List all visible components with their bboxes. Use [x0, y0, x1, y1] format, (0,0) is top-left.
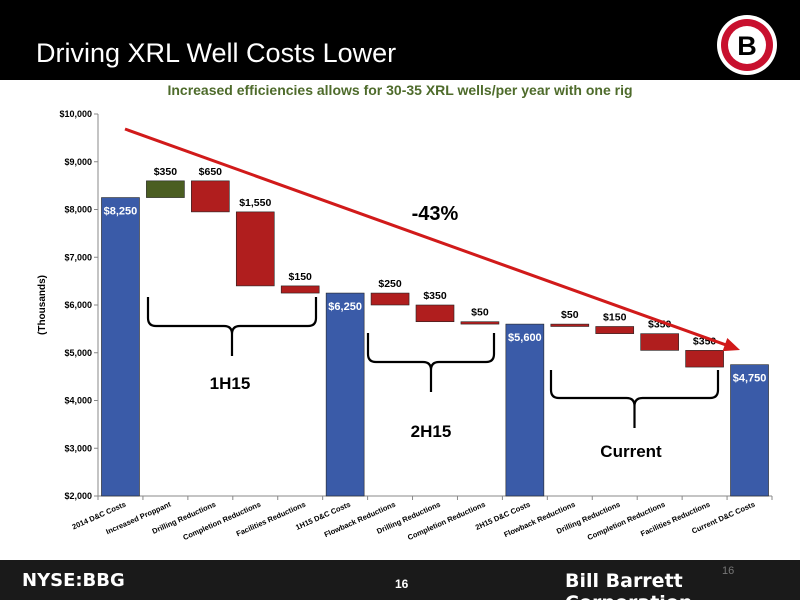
trend-arrow-head [722, 338, 740, 352]
footer-bar: NYSE:BBG 16 16 Bill Barrett Corporation [0, 560, 800, 614]
x-tick-label: Completion Reductions [586, 500, 667, 542]
y-axis-label: (Thousands) [37, 275, 48, 335]
data-label: $4,750 [733, 373, 767, 385]
x-tick-label: Completion Reductions [182, 500, 263, 542]
y-tick-label: $3,000 [64, 443, 92, 453]
group-label: 1H15 [210, 374, 251, 393]
y-tick-label: $2,000 [64, 491, 92, 501]
reduction-bar [235, 211, 275, 287]
reduction-bar [685, 350, 724, 368]
data-label: $5,600 [508, 332, 542, 344]
data-label: $6,250 [328, 301, 362, 313]
trend-label: -43% [412, 203, 459, 225]
data-label: $1,550 [239, 197, 271, 209]
reduction-bar [191, 180, 230, 213]
y-tick-label: $10,000 [59, 109, 92, 119]
company-name: Bill Barrett Corporation [565, 570, 693, 614]
group-brace [366, 333, 496, 392]
data-label: $150 [289, 271, 313, 283]
data-label: $350 [648, 319, 672, 331]
reduction-bar [280, 285, 320, 294]
page-number: 16 [395, 577, 409, 591]
total-bar [730, 364, 769, 497]
total-bar [325, 292, 365, 497]
group-brace [146, 297, 318, 356]
group-label: 2H15 [411, 422, 452, 441]
data-label: $250 [378, 278, 402, 290]
reduction-bar [550, 323, 590, 327]
data-label: $50 [471, 307, 489, 319]
increase-bar [146, 180, 185, 198]
y-tick-label: $6,000 [64, 300, 92, 310]
y-tick-label: $7,000 [64, 252, 92, 262]
x-tick-label: Completion Reductions [406, 500, 487, 542]
total-bar [101, 197, 140, 497]
y-tick-label: $4,000 [64, 396, 92, 406]
y-tick-label: $5,000 [64, 348, 92, 358]
company-logo-icon: B [717, 15, 777, 75]
total-bar [505, 323, 545, 497]
group-label: Current [600, 442, 662, 461]
waterfall-chart: $2,000 $3,000 $4,000 $5,000 $6,000 $7,000 $8,0… [37, 109, 773, 542]
y-tick-label: $9,000 [64, 157, 92, 167]
data-label: $350 [154, 166, 178, 178]
data-label: $50 [561, 309, 579, 321]
y-tick-label: $8,000 [64, 205, 92, 215]
data-label: $650 [199, 166, 223, 178]
reduction-bar [460, 321, 500, 325]
stock-ticker: NYSE:BBG [22, 570, 125, 591]
chart-subtitle: Increased efficiencies allows for 30-35 … [167, 82, 633, 98]
reduction-bar [595, 326, 635, 334]
data-label: $350 [423, 290, 447, 302]
logo-letter: B [737, 31, 757, 61]
trend-arrow-line [124, 127, 729, 348]
reduction-bar [640, 333, 679, 351]
title-bar: Driving XRL Well Costs Lower B [0, 0, 800, 80]
reduction-bar [415, 304, 455, 323]
page-title: Driving XRL Well Costs Lower [36, 38, 397, 68]
page-number-faint: 16 [722, 565, 735, 577]
reduction-bar [370, 292, 410, 306]
group-brace [549, 370, 720, 428]
data-label: $150 [603, 311, 627, 323]
data-label: $8,250 [104, 206, 138, 218]
